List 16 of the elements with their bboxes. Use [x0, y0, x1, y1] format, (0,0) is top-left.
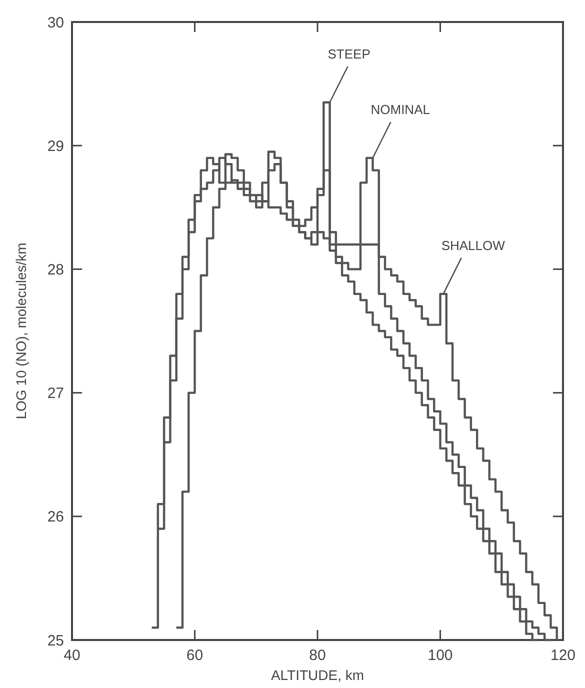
y-tick-label: 25	[47, 632, 64, 650]
x-tick-label: 100	[428, 647, 453, 664]
y-tick-label: 30	[47, 14, 64, 32]
x-axis-title: ALTITUDE, km	[270, 667, 364, 683]
y-tick-label: 27	[47, 385, 64, 402]
y-tick-label: 28	[47, 261, 64, 278]
y-tick-label: 29	[47, 138, 64, 155]
x-tick-label: 80	[309, 647, 326, 664]
x-tick-label: 60	[186, 647, 204, 664]
x-tick-label: 120	[550, 647, 576, 664]
x-tick-label: 40	[64, 647, 80, 664]
y-tick-label: 26	[47, 508, 64, 526]
annotation: STEEP	[328, 46, 370, 62]
annotation: NOMINAL	[370, 102, 430, 117]
annotation: SHALLOW	[441, 238, 506, 253]
y-axis-title: LOG 10 (NO), molecules/km	[13, 242, 29, 420]
